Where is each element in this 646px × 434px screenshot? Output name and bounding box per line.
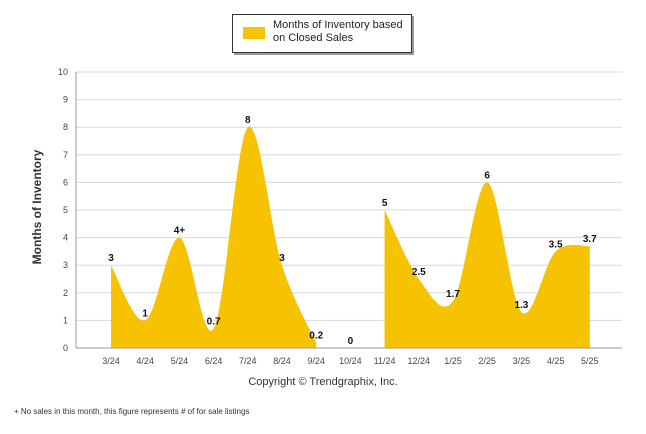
data-label: 4+ [174, 226, 186, 237]
x-tick-label: 2/25 [478, 356, 496, 366]
x-tick-label: 1/25 [444, 356, 462, 366]
y-tick-label: 9 [63, 95, 68, 105]
y-tick-label: 0 [63, 343, 68, 353]
data-label: 1.3 [514, 300, 528, 311]
y-tick-label: 4 [63, 233, 68, 243]
y-tick-label: 10 [58, 67, 68, 77]
data-label: 3.5 [549, 239, 563, 250]
legend: Months of Inventory based on Closed Sale… [232, 14, 412, 53]
x-tick-labels: 3/24 4/24 5/24 6/24 7/24 8/24 9/24 10/24 11/24 12… [102, 356, 598, 366]
x-tick-label: 7/24 [239, 356, 257, 366]
x-tick-label: 11/24 [374, 356, 396, 366]
x-tick-label: 4/24 [136, 356, 154, 366]
x-tick-label: 5/24 [171, 356, 189, 366]
data-label: 1 [142, 308, 148, 319]
x-tick-label: 3/25 [513, 356, 531, 366]
data-label: 1.7 [446, 289, 460, 300]
y-tick-label: 2 [63, 288, 68, 298]
y-tick-label: 6 [63, 177, 68, 187]
y-tick-label: 5 [63, 205, 68, 215]
x-tick-label: 5/25 [581, 356, 599, 366]
data-labels: 3 1 4+ 0.7 8 3 0.2 0 5 2.5 1.7 6 1.3 3.5 3.7 [108, 115, 597, 347]
legend-label: Months of Inventory based on Closed Sale… [273, 19, 403, 44]
data-label: 0.7 [207, 317, 221, 328]
copyright-text: Copyright © Trendgraphix, Inc. [248, 376, 398, 388]
data-label: 3.7 [583, 234, 597, 245]
x-tick-label: 6/24 [205, 356, 223, 366]
data-label: 2.5 [412, 267, 426, 278]
data-label: 5 [382, 198, 388, 209]
data-label: 6 [484, 170, 490, 181]
y-tick-label: 8 [63, 122, 68, 132]
data-label: 0.2 [309, 330, 323, 341]
axes [75, 72, 622, 349]
x-tick-label: 9/24 [307, 356, 325, 366]
area-segment [111, 126, 317, 348]
grid-lines [76, 71, 622, 321]
y-tick-label: 7 [63, 150, 68, 160]
x-tick-label: 4/25 [547, 356, 565, 366]
area-series [111, 126, 590, 348]
footnote-text: + No sales in this month, this figure re… [14, 407, 250, 416]
y-tick-labels: 0 1 2 3 4 5 6 7 8 9 10 [58, 67, 68, 353]
y-tick-label: 1 [63, 315, 68, 325]
y-tick-label: 3 [63, 260, 68, 270]
area-segment [384, 182, 590, 348]
x-tick-label: 3/24 [102, 356, 120, 366]
x-tick-label: 12/24 [408, 356, 431, 366]
x-tick-label: 8/24 [273, 356, 291, 366]
data-label: 3 [279, 253, 285, 264]
legend-swatch [243, 27, 265, 39]
y-axis-label: Months of Inventory [30, 149, 44, 265]
x-tick-label: 10/24 [339, 356, 362, 366]
data-label: 0 [348, 336, 354, 347]
data-label: 3 [108, 253, 114, 264]
data-label: 8 [245, 115, 251, 126]
